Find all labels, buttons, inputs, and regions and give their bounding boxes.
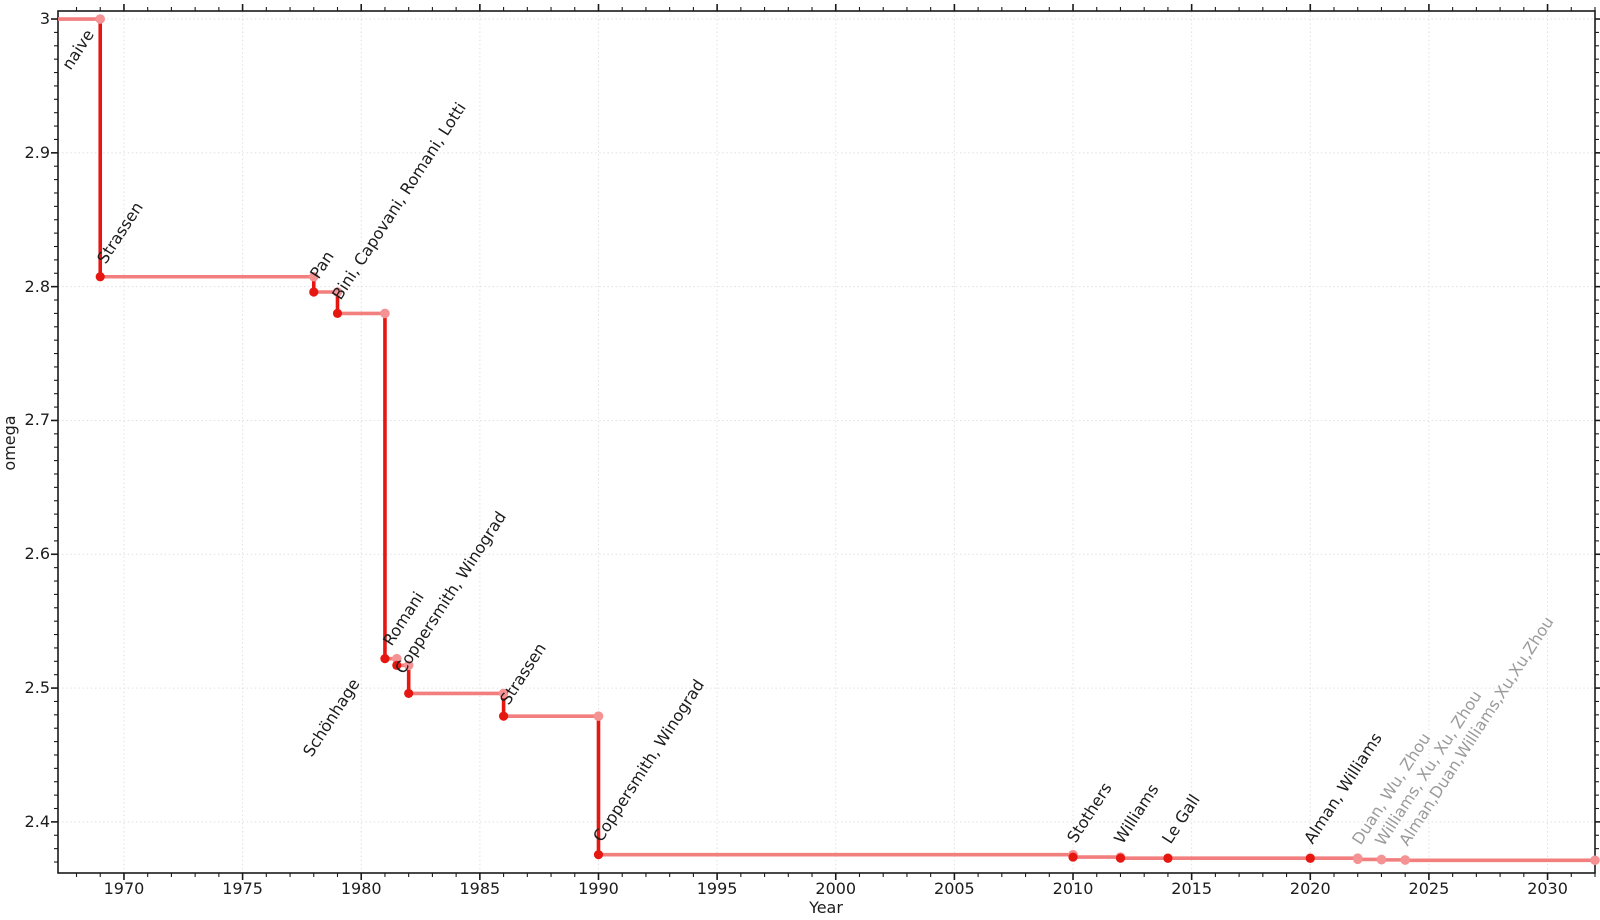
record-marker xyxy=(392,660,402,670)
corner-marker xyxy=(380,308,390,319)
record-marker xyxy=(1115,853,1126,863)
y-tick-label: 2.9 xyxy=(24,142,50,162)
x-tick-label: 2020 xyxy=(1289,879,1331,898)
record-marker xyxy=(380,654,390,664)
y-tick-label: 2.5 xyxy=(24,678,50,698)
record-marker xyxy=(1305,853,1315,863)
x-tick-label: 1985 xyxy=(459,879,501,898)
corner-marker xyxy=(593,711,604,721)
line-end-marker xyxy=(1590,855,1600,866)
record-marker xyxy=(404,688,414,699)
x-tick-label: 2025 xyxy=(1408,879,1450,898)
corner-marker xyxy=(332,287,343,297)
corner-marker xyxy=(403,660,414,671)
x-tick-label: 1980 xyxy=(340,879,382,898)
x-tick-label: 2030 xyxy=(1527,879,1568,898)
x-tick-label: 2010 xyxy=(1052,879,1094,898)
record-marker xyxy=(1068,852,1078,862)
y-tick-label: 3 xyxy=(39,9,50,29)
record-marker xyxy=(1376,855,1387,865)
record-marker xyxy=(1400,855,1410,865)
plot-border xyxy=(57,10,1596,874)
y-tick-label: 2.4 xyxy=(24,811,50,831)
y-tick-label: 2.6 xyxy=(24,544,50,564)
x-axis-label: Year xyxy=(809,898,843,917)
y-tick-label: 2.7 xyxy=(24,410,50,430)
corner-marker xyxy=(95,14,106,24)
x-tick-label: 1990 xyxy=(578,879,619,898)
corner-marker xyxy=(392,653,402,664)
corner-marker xyxy=(308,271,319,282)
x-tick-label: 1970 xyxy=(103,879,145,898)
corner-marker xyxy=(498,688,509,699)
x-tick-label: 2000 xyxy=(815,879,857,898)
x-tick-label: 1975 xyxy=(222,879,263,898)
record-marker xyxy=(95,272,105,282)
record-marker xyxy=(309,287,319,297)
x-tick-label: 2015 xyxy=(1171,879,1212,898)
record-marker xyxy=(1353,854,1363,865)
x-tick-label: 1995 xyxy=(696,879,738,898)
record-marker xyxy=(593,850,604,860)
x-tick-label: 2005 xyxy=(934,879,975,898)
y-tick-label: 2.8 xyxy=(24,276,50,296)
record-marker xyxy=(498,711,509,721)
record-marker xyxy=(1163,853,1173,863)
record-marker xyxy=(332,308,343,319)
